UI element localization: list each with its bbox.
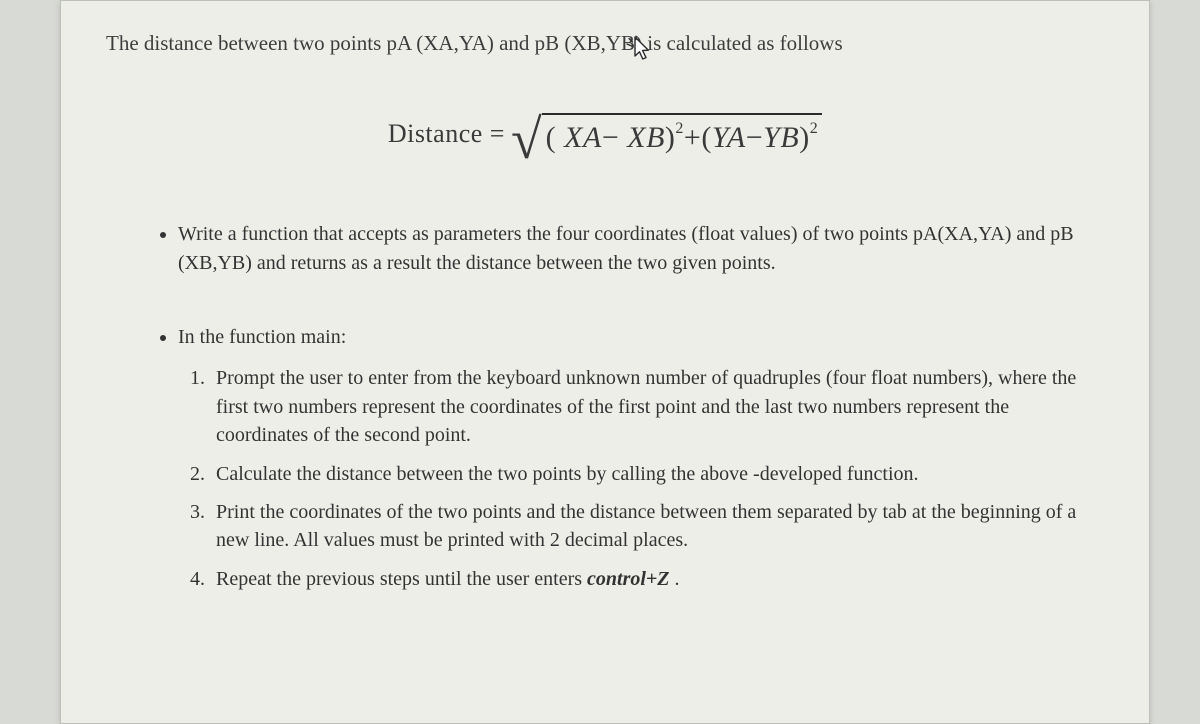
step-2: Calculate the distance between the two p… [210,460,1104,488]
step-4-ctrl: control+Z [587,568,670,590]
minus-1: − [602,121,619,154]
document-page: The distance between two points pA (XA,Y… [60,0,1150,724]
intro-paragraph: The distance between two points pA (XA,Y… [106,29,1104,58]
intro-cursor-part: XB,YB [571,31,635,55]
exp-2: 2 [810,120,819,137]
term-xa: XA [564,121,602,154]
radicand: ( XA− XB)2+(YA−YB)2 [546,121,819,154]
term-ya: YA [712,121,746,154]
sqrt-wrap: √ ( XA− XB)2+(YA−YB)2 [511,113,822,155]
paren-open-1: ( [546,121,557,154]
radical-sign: √ [511,122,542,158]
term-yb: YB [763,121,799,154]
bullet-2-text: In the function main: [178,326,346,348]
bullet-1: Write a function that accepts as paramet… [178,220,1104,278]
paren-close-1: ) [665,121,676,154]
exp-1: 2 [675,120,684,137]
steps-list: Prompt the user to enter from the keyboa… [178,364,1104,593]
plus: + [684,121,701,154]
radicand-box: ( XA− XB)2+(YA−YB)2 [542,113,823,155]
bullet-list: Write a function that accepts as paramet… [106,220,1104,593]
formula-lhs: Distance = [388,119,505,149]
paren-open-2: ( [701,121,712,154]
step-4-prefix: Repeat the previous steps until the user… [216,568,587,590]
step-3: Print the coordinates of the two points … [210,498,1104,555]
term-xb: XB [627,121,665,154]
step-4: Repeat the previous steps until the user… [210,565,1104,593]
intro-suffix: ) is calculated as follows [635,31,843,55]
distance-formula: Distance = √ ( XA− XB)2+(YA−YB)2 [388,113,822,155]
bullet-2: In the function main: Prompt the user to… [178,323,1104,593]
step-1: Prompt the user to enter from the keyboa… [210,364,1104,449]
intro-prefix: The distance between two points pA (XA,Y… [106,31,571,55]
paren-close-2: ) [799,121,810,154]
formula-container: Distance = √ ( XA− XB)2+(YA−YB)2 [106,113,1104,155]
minus-2: − [746,121,763,154]
step-4-suffix: . [670,568,680,590]
